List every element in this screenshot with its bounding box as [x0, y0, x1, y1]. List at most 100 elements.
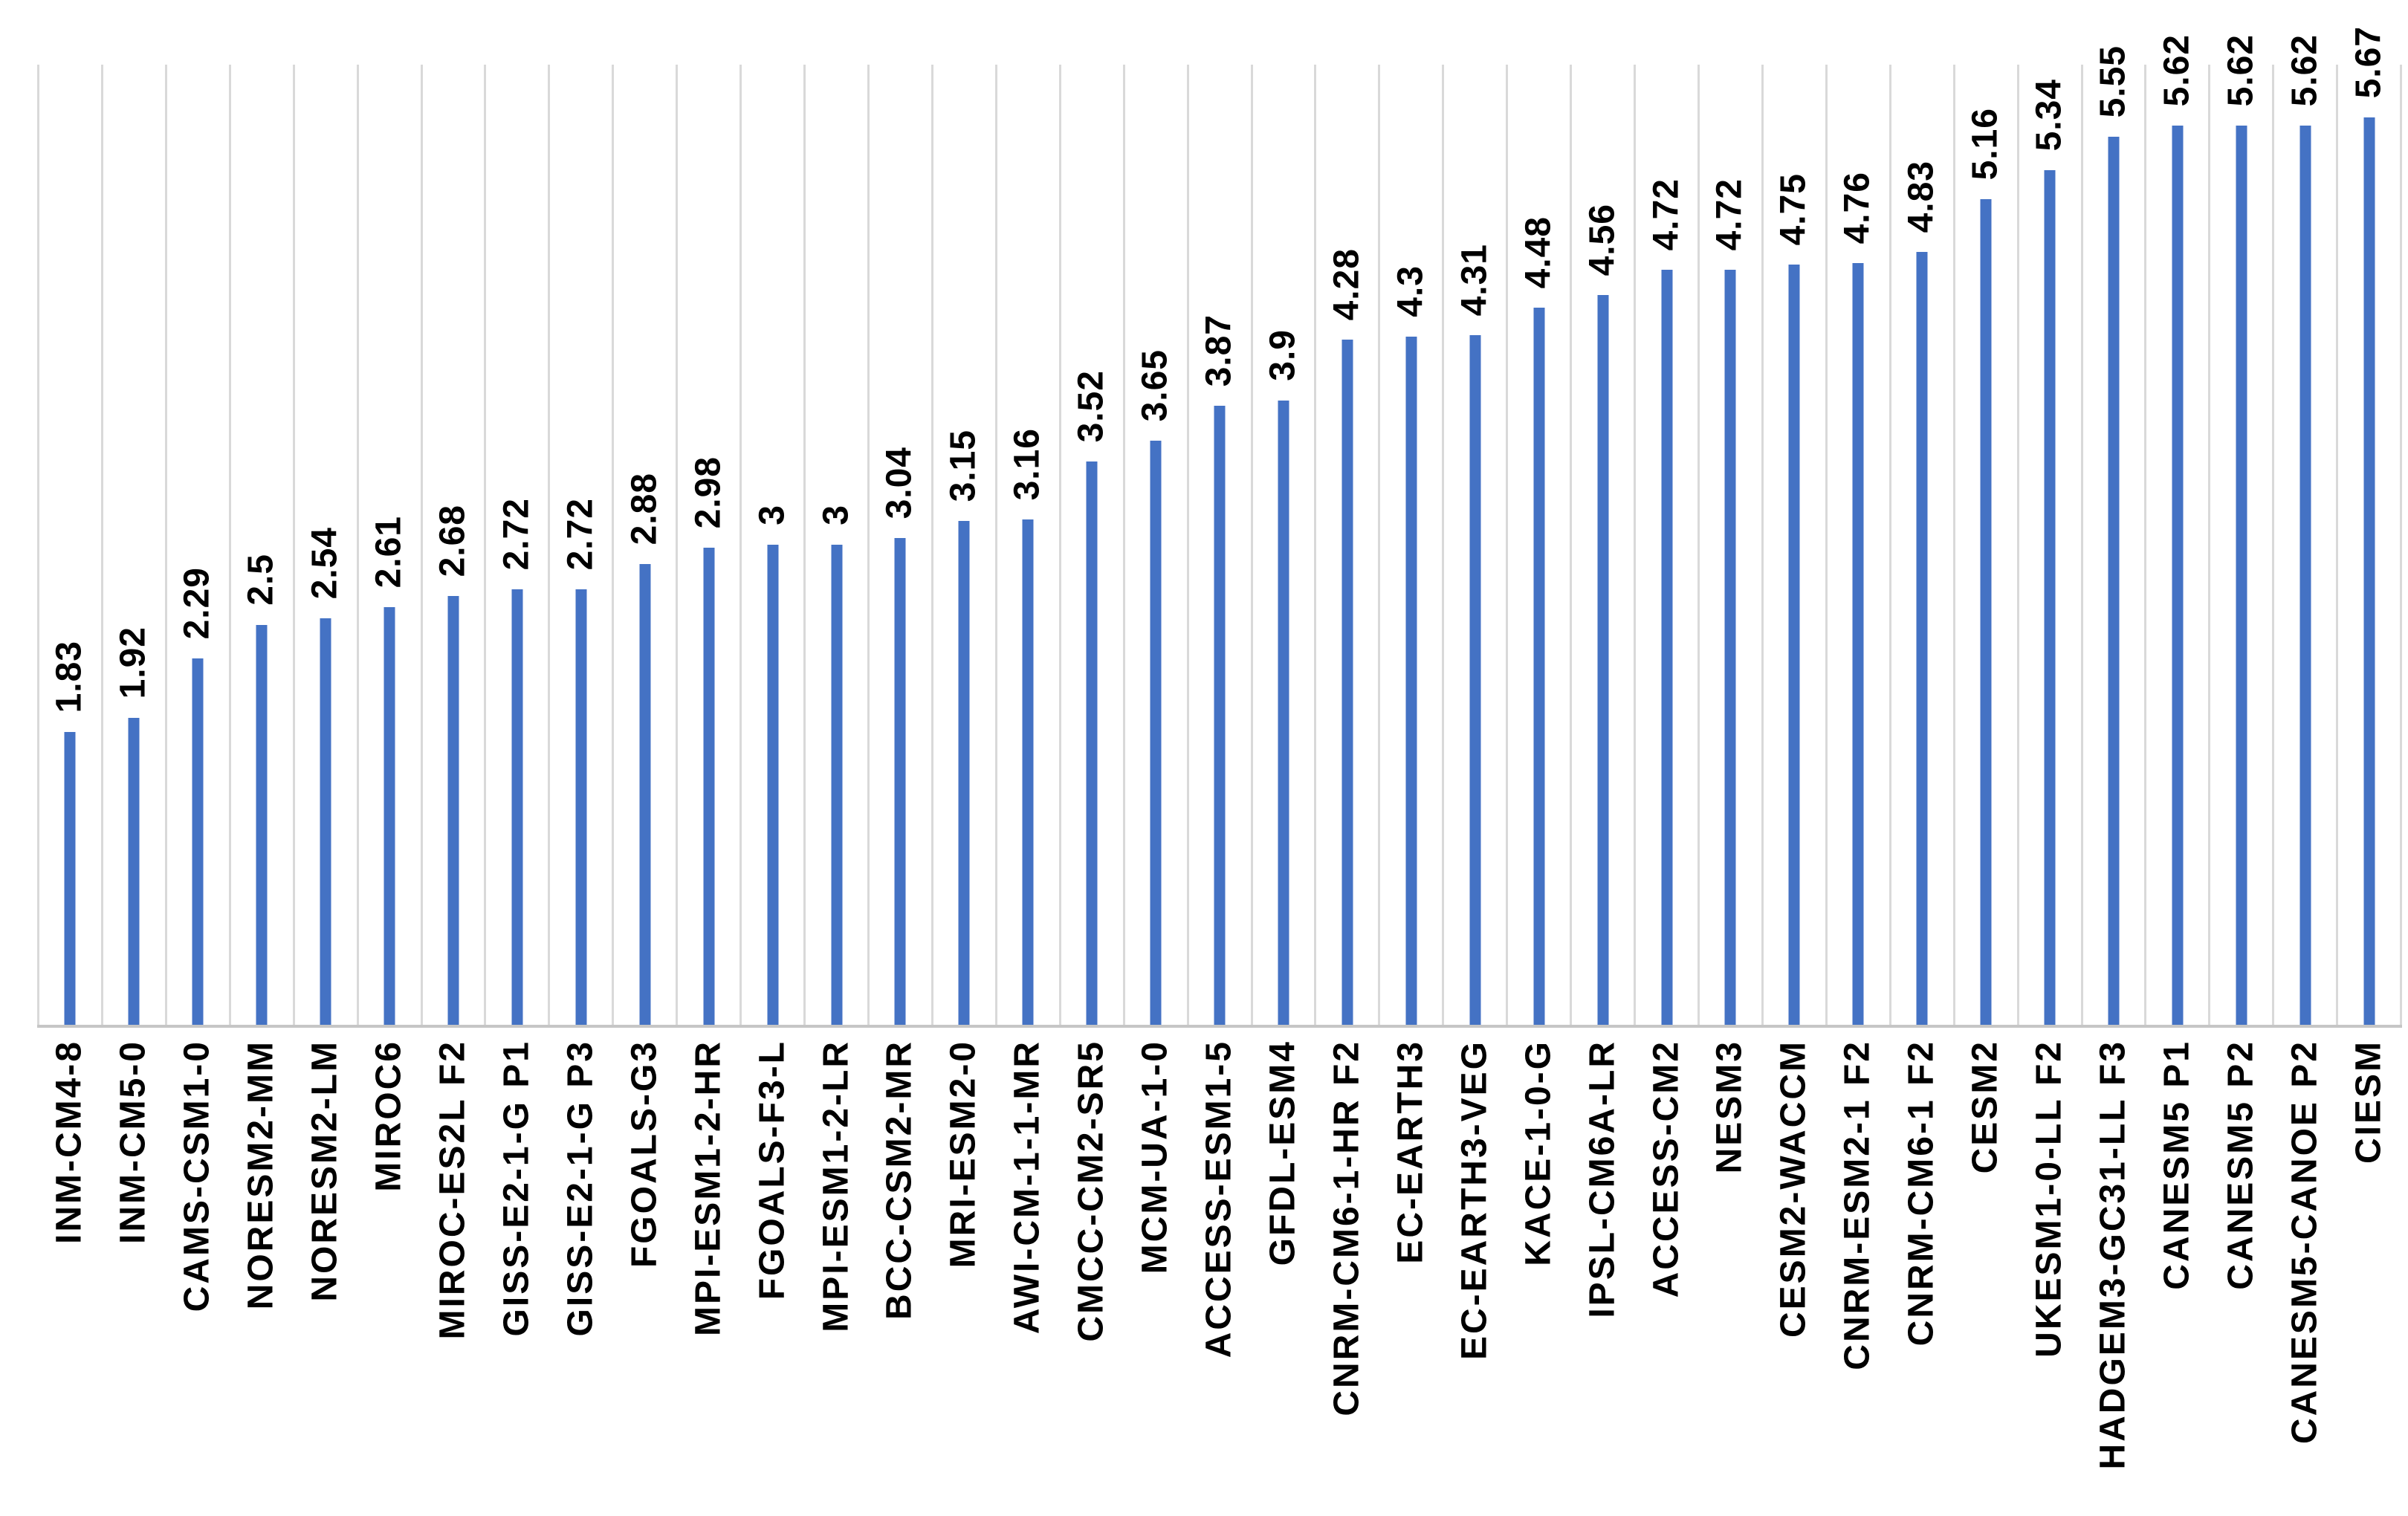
category-column: 3 FGOALS-F3-L — [739, 65, 803, 1300]
bar-value-label: 4.72 — [1646, 178, 1686, 250]
category-column: 4.72 ACCESS-CM2 — [1634, 65, 1697, 1298]
category-column: 1.92 INM-CM5-0 — [100, 65, 165, 1244]
category-column: 2.29 CAMS-CSM1-0 — [164, 65, 229, 1312]
category-label: IPSL-CM6A-LR — [1582, 1040, 1622, 1318]
bar[interactable] — [1724, 270, 1736, 1025]
bar-value-label: 5.34 — [2029, 78, 2069, 151]
category-column: 3.87 ACCESS-ESM1-5 — [1186, 65, 1251, 1358]
bar[interactable] — [1916, 252, 1928, 1025]
category-column: 5.62 CANESM5 P1 — [2144, 34, 2208, 1290]
category-column: 3.04 BCC-CSM2-MR — [867, 65, 931, 1320]
bar[interactable] — [1086, 461, 1098, 1025]
bar[interactable] — [1405, 337, 1417, 1025]
bar[interactable] — [2299, 126, 2311, 1025]
category-column: 3.15 MRI-ESM2-0 — [930, 65, 995, 1268]
category-column: 3.9 GFDL-ESM4 — [1250, 65, 1315, 1266]
bar[interactable] — [320, 618, 331, 1025]
bar[interactable] — [894, 538, 906, 1025]
category-column: 2.72 GISS-E2-1-G P1 — [484, 65, 548, 1336]
category-column: 4.72 NESM3 — [1697, 65, 1761, 1173]
bar[interactable] — [1278, 401, 1289, 1025]
bar[interactable] — [64, 732, 76, 1025]
category-label: GISS-E2-1-G P3 — [560, 1040, 601, 1337]
bar[interactable] — [2236, 126, 2247, 1025]
bar[interactable] — [1214, 406, 1226, 1025]
bar-value-label: 4.56 — [1582, 203, 1622, 276]
bar-value-label: 5.62 — [2157, 33, 2197, 106]
category-label: FGOALS-G3 — [624, 1040, 664, 1269]
bar[interactable] — [1533, 308, 1545, 1025]
bar[interactable] — [639, 564, 651, 1025]
bar[interactable] — [1980, 199, 1992, 1025]
bar[interactable] — [128, 718, 140, 1025]
category-label: NORESM2-LM — [305, 1040, 345, 1302]
bar-value-label: 3.87 — [1199, 314, 1239, 386]
bar-value-label: 4.83 — [1901, 160, 1941, 233]
bar[interactable] — [1469, 335, 1481, 1025]
category-column: 4.76 CNRM-ESM2-1 F2 — [1825, 65, 1889, 1370]
bar-value-label: 5.67 — [2349, 25, 2389, 98]
category-label: BCC-CSM2-MR — [880, 1040, 920, 1320]
bar-value-label: 2.54 — [305, 526, 345, 599]
bar[interactable] — [958, 521, 970, 1025]
category-column: 3.52 CMCC-CM2-SR5 — [1058, 65, 1123, 1342]
bar[interactable] — [1150, 441, 1162, 1025]
category-column: 5.34 UKESM1-0-LL F2 — [2016, 65, 2081, 1358]
bar-value-label: 2.88 — [624, 472, 664, 545]
category-label: CANESM5 P2 — [2221, 1040, 2261, 1290]
bar[interactable] — [1022, 519, 1034, 1025]
bar[interactable] — [575, 589, 587, 1025]
bar-value-label: 4.75 — [1773, 172, 1813, 245]
bar-value-label: 4.76 — [1837, 171, 1877, 244]
bar-value-label: 3 — [752, 505, 792, 525]
category-label: EC-EARTH3-VEG — [1454, 1040, 1495, 1361]
category-label: CNRM-ESM2-1 F2 — [1837, 1040, 1877, 1370]
bar-value-label: 5.55 — [2093, 45, 2133, 117]
category-label: CESM2 — [1965, 1040, 2005, 1174]
category-label: AWI-CM-1-1-MR — [1007, 1040, 1047, 1335]
category-column: 4.83 CNRM-CM6-1 F2 — [1888, 65, 1953, 1346]
bar[interactable] — [447, 596, 459, 1025]
bar-value-label: 4.3 — [1391, 265, 1431, 317]
category-column: 5.67 CIESM — [2336, 26, 2403, 1164]
bar[interactable] — [383, 607, 395, 1025]
category-column: 2.88 FGOALS-G3 — [612, 65, 676, 1268]
category-column: 3 MPI-ESM1-2-LR — [803, 65, 867, 1332]
category-label: NESM3 — [1710, 1040, 1750, 1174]
bar-value-label: 3.15 — [943, 429, 983, 502]
bar[interactable] — [1661, 270, 1672, 1025]
category-label: INM-CM5-0 — [113, 1040, 153, 1244]
bar-value-label: 1.83 — [50, 640, 90, 713]
category-label: INM-CM4-8 — [50, 1040, 90, 1244]
bar[interactable] — [2044, 170, 2056, 1025]
bar-value-label: 3.16 — [1007, 427, 1047, 500]
bar-value-label: 3.52 — [1071, 369, 1111, 442]
category-label: CMCC-CM2-SR5 — [1071, 1040, 1111, 1342]
bar[interactable] — [703, 548, 715, 1025]
category-label: HADGEM3-GC31-LL F3 — [2093, 1040, 2133, 1470]
bar[interactable] — [511, 589, 523, 1025]
category-column: 4.75 CESM2-WACCM — [1761, 65, 1825, 1338]
bar[interactable] — [831, 545, 843, 1025]
category-label: UKESM1-0-LL F2 — [2029, 1040, 2069, 1358]
bar[interactable] — [1788, 265, 1800, 1025]
category-label: GISS-E2-1-G P1 — [496, 1040, 537, 1337]
bar-value-label: 4.31 — [1454, 243, 1495, 316]
bar[interactable] — [767, 545, 779, 1025]
bar[interactable] — [1852, 263, 1864, 1025]
category-column: 4.56 IPSL-CM6A-LR — [1570, 65, 1634, 1318]
category-label: MPI-ESM1-2-HR — [688, 1040, 728, 1337]
bar-value-label: 4.48 — [1518, 216, 1559, 288]
bar[interactable] — [2172, 126, 2184, 1025]
bar-value-label: 3.9 — [1263, 329, 1303, 381]
category-column: 4.28 CNRM-CM6-1-HR F2 — [1314, 65, 1378, 1416]
bar[interactable] — [2363, 117, 2375, 1025]
bar[interactable] — [1341, 340, 1353, 1025]
bar[interactable] — [256, 625, 268, 1025]
bar-value-label: 2.72 — [496, 497, 537, 570]
bar-value-label: 3.65 — [1135, 349, 1175, 421]
bar[interactable] — [2108, 137, 2120, 1025]
bar[interactable] — [1597, 295, 1609, 1025]
bar[interactable] — [192, 658, 204, 1025]
